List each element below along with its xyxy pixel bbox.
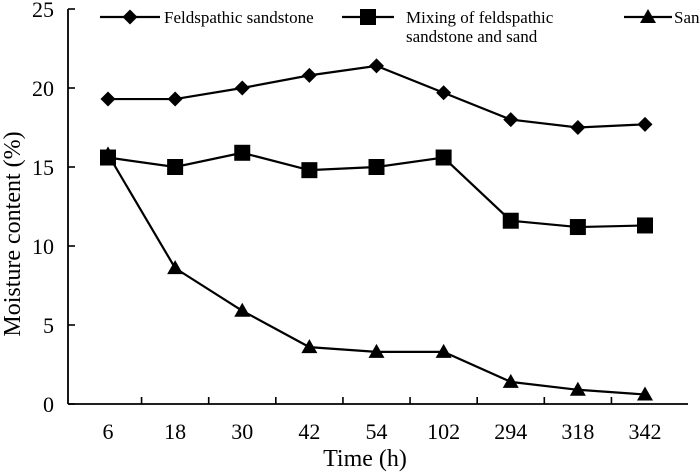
x-axis-title: Time (h)	[323, 446, 407, 472]
axes	[67, 9, 688, 405]
series-square	[100, 144, 653, 236]
data-point-square	[301, 162, 318, 179]
y-tick-label: 0	[43, 392, 54, 417]
series-layer	[100, 58, 653, 401]
data-point-triangle	[569, 381, 586, 396]
x-tick-label: 318	[561, 419, 594, 444]
legend-marker-square	[360, 9, 376, 25]
y-tick-label: 10	[32, 234, 54, 259]
legend: Feldspathic sandstone Mixing of feldspath…	[100, 8, 700, 46]
x-tick-label: 342	[629, 419, 662, 444]
data-point-square	[167, 159, 184, 175]
x-tick-label: 30	[231, 419, 253, 444]
data-point-diamond	[637, 116, 653, 132]
x-tick-label: 294	[494, 419, 527, 444]
data-point-diamond	[301, 67, 317, 83]
data-point-diamond	[570, 120, 586, 135]
legend-label: Sand	[674, 8, 700, 27]
legend-label: Mixing of feldspathic	[406, 8, 554, 27]
y-ticks: 0 5 10 15 20 25	[32, 0, 75, 417]
x-tick-label: 42	[298, 419, 320, 444]
data-point-square	[502, 212, 519, 229]
series-line	[107, 153, 646, 396]
legend-item: Feldspathic sandstone	[100, 8, 314, 27]
data-point-square	[368, 159, 385, 175]
y-tick-label: 5	[43, 313, 54, 338]
y-tick-label: 15	[32, 155, 54, 180]
series-triangle	[100, 146, 653, 401]
x-tick-label: 6	[103, 419, 114, 444]
data-point-triangle	[100, 146, 116, 161]
legend-marker-triangle	[640, 9, 656, 23]
legend-label: sandstone and sand	[406, 27, 538, 46]
data-point-triangle	[637, 386, 653, 401]
data-point-diamond	[167, 91, 183, 107]
legend-label: Feldspathic sandstone	[164, 8, 314, 27]
legend-item: Sand	[624, 8, 700, 27]
data-point-triangle	[234, 302, 251, 317]
y-axis-title: Moisture content (%)	[0, 131, 26, 336]
data-point-square	[569, 219, 586, 236]
y-tick-label: 25	[32, 0, 54, 22]
series-diamond	[100, 58, 653, 135]
data-point-diamond	[436, 85, 452, 101]
data-point-diamond	[100, 91, 116, 107]
data-point-triangle	[368, 343, 385, 358]
series-line	[108, 64, 646, 129]
x-tick-label: 54	[366, 419, 388, 444]
data-point-diamond	[234, 80, 250, 96]
x-ticks: 6 18 30 42 54 102 294 318 342	[103, 397, 662, 444]
legend-marker-diamond	[122, 9, 138, 25]
data-point-triangle	[502, 373, 519, 388]
x-tick-label: 18	[164, 419, 186, 444]
x-tick-label: 102	[427, 419, 460, 444]
data-point-square	[234, 144, 251, 161]
data-point-square	[637, 217, 653, 234]
y-tick-label: 20	[32, 76, 54, 101]
data-point-triangle	[167, 260, 184, 275]
data-point-square	[435, 149, 452, 166]
data-point-triangle	[301, 339, 318, 354]
data-point-diamond	[503, 112, 519, 128]
data-point-triangle	[435, 343, 452, 358]
data-point-diamond	[369, 58, 384, 74]
